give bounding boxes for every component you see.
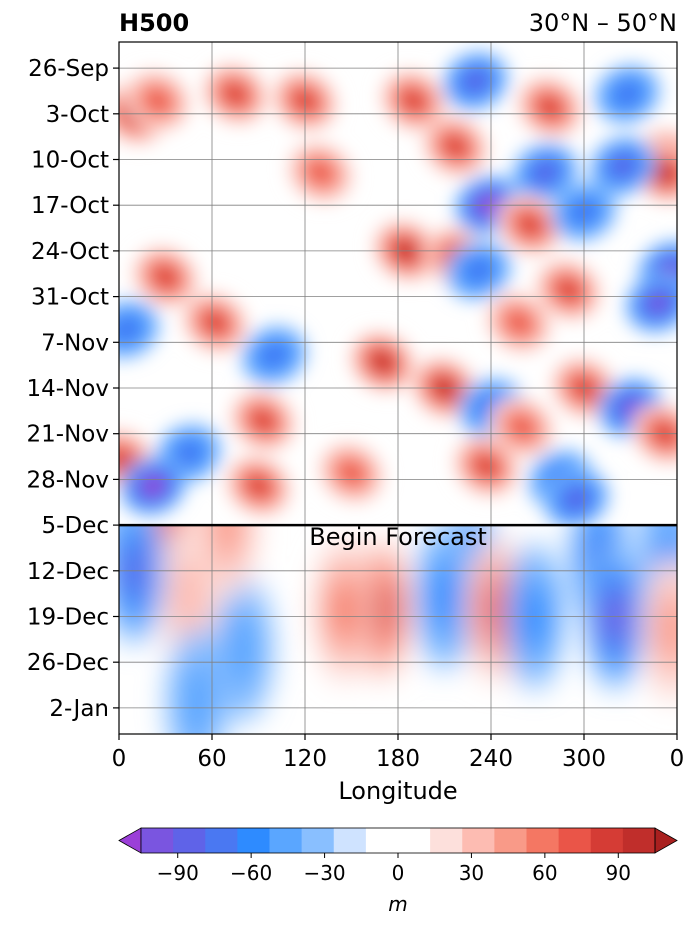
colorbar-tick-label: −90 bbox=[157, 861, 199, 885]
colorbar-tick-label: 60 bbox=[532, 861, 557, 885]
field-contour bbox=[373, 354, 392, 370]
field-contour bbox=[565, 489, 587, 509]
y-tick-label: 26-Dec bbox=[27, 650, 109, 676]
colorbar-segment bbox=[430, 828, 463, 853]
field-contour bbox=[446, 137, 465, 156]
field-contour bbox=[119, 318, 139, 341]
colorbar-extend-low bbox=[118, 827, 142, 854]
colorbar-segment bbox=[494, 828, 527, 853]
field-contour bbox=[508, 313, 530, 333]
colorbar-segment bbox=[558, 828, 592, 853]
field-contour bbox=[176, 442, 201, 465]
y-tick-label: 10-Oct bbox=[31, 148, 109, 174]
field-contour bbox=[224, 607, 262, 691]
colorbar-tick-label: 90 bbox=[606, 861, 631, 885]
x-tick-label: 240 bbox=[469, 746, 513, 772]
field-contour bbox=[464, 71, 487, 91]
colorbar-segment bbox=[462, 828, 495, 853]
x-tick-label: 60 bbox=[197, 746, 226, 772]
y-tick-label: 5-Dec bbox=[42, 513, 109, 539]
field-contour bbox=[147, 91, 169, 111]
colorbar-tick-label: −60 bbox=[230, 861, 272, 885]
colorbar-segment bbox=[590, 828, 624, 853]
colorbar-segment bbox=[622, 828, 656, 853]
y-tick-label: 14-Nov bbox=[27, 376, 109, 402]
y-tick-label: 24-Oct bbox=[31, 239, 109, 265]
field-contour bbox=[144, 478, 162, 494]
field-contour bbox=[225, 85, 245, 103]
colorbar-segment bbox=[365, 828, 399, 853]
chart-title-right: 30°N – 50°N bbox=[529, 9, 677, 37]
y-tick-label: 2-Jan bbox=[49, 696, 109, 722]
field-contour bbox=[520, 216, 540, 234]
field-contour bbox=[178, 660, 215, 734]
colorbar-segment bbox=[333, 828, 367, 853]
field-contour bbox=[332, 586, 356, 633]
x-axis-label: Longitude bbox=[338, 777, 457, 805]
chart-title-left: H500 bbox=[119, 9, 189, 37]
y-axis-ticks: 26-Sep 3-Oct 10-Oct 17-Oct 24-Oct 31-Oct 7-Nov… bbox=[27, 56, 119, 722]
field-contour bbox=[656, 164, 674, 181]
field-contour bbox=[540, 98, 560, 116]
field-contour bbox=[430, 567, 459, 627]
field-contour bbox=[612, 156, 634, 176]
colorbar bbox=[118, 827, 678, 854]
colorbar-extend-high bbox=[654, 827, 678, 854]
field-contour bbox=[205, 314, 225, 332]
field-contour bbox=[511, 417, 533, 437]
y-tick-label: 31-Oct bbox=[31, 285, 109, 311]
colorbar-segment bbox=[398, 828, 431, 853]
colorbar-segment bbox=[205, 828, 238, 853]
x-tick-label: 0 bbox=[112, 746, 127, 772]
colorbar-tick-label: 0 bbox=[392, 861, 405, 885]
field-contour bbox=[373, 593, 392, 627]
x-tick-label: 300 bbox=[562, 746, 606, 772]
field-contour bbox=[253, 412, 273, 430]
colorbar-label: m bbox=[388, 892, 407, 916]
field-contour bbox=[534, 163, 556, 182]
field-contour bbox=[310, 162, 331, 183]
field-contour bbox=[404, 92, 423, 110]
field-contour bbox=[261, 344, 287, 367]
grid-lines bbox=[119, 42, 677, 734]
field-contour bbox=[341, 463, 362, 483]
colorbar-segment bbox=[173, 828, 206, 853]
y-tick-label: 26-Sep bbox=[28, 56, 109, 82]
field-contour bbox=[615, 83, 640, 106]
colorbar-segment bbox=[237, 828, 270, 853]
field-contour bbox=[213, 526, 242, 555]
field-contour bbox=[485, 590, 506, 630]
y-tick-label: 12-Dec bbox=[27, 559, 109, 585]
x-tick-label: 0 bbox=[670, 746, 685, 772]
field-contour bbox=[648, 294, 668, 312]
y-tick-label: 17-Oct bbox=[31, 193, 109, 219]
colorbar-tick-label: 30 bbox=[459, 861, 484, 885]
field-contour bbox=[170, 555, 207, 639]
y-tick-label: 3-Oct bbox=[46, 102, 109, 128]
x-axis-ticks: 0 60 120 180 240 300 0 bbox=[112, 734, 685, 772]
colorbar-segment bbox=[269, 828, 303, 853]
x-tick-label: 120 bbox=[283, 746, 327, 772]
y-tick-label: 21-Nov bbox=[27, 422, 109, 448]
y-tick-label: 7-Nov bbox=[41, 330, 109, 356]
colorbar-segment bbox=[141, 828, 174, 853]
y-tick-label: 28-Nov bbox=[27, 467, 109, 493]
colorbar-segment bbox=[301, 828, 335, 853]
field-contour bbox=[466, 259, 491, 282]
y-tick-label: 19-Dec bbox=[27, 604, 109, 630]
x-tick-label: 180 bbox=[376, 746, 420, 772]
colorbar-ticks: −90 −60 −30 0 30 60 90 bbox=[157, 853, 631, 885]
colorbar-tick-label: −30 bbox=[303, 861, 345, 885]
forecast-label: Begin Forecast bbox=[309, 523, 487, 551]
field-contour bbox=[559, 281, 578, 299]
colorbar-segment bbox=[526, 828, 560, 853]
field-contour bbox=[119, 451, 132, 469]
field-contour bbox=[620, 399, 641, 416]
field-contour bbox=[658, 600, 677, 659]
field-contour bbox=[156, 268, 175, 286]
forecast-field bbox=[119, 526, 677, 734]
field-contour bbox=[249, 477, 268, 495]
